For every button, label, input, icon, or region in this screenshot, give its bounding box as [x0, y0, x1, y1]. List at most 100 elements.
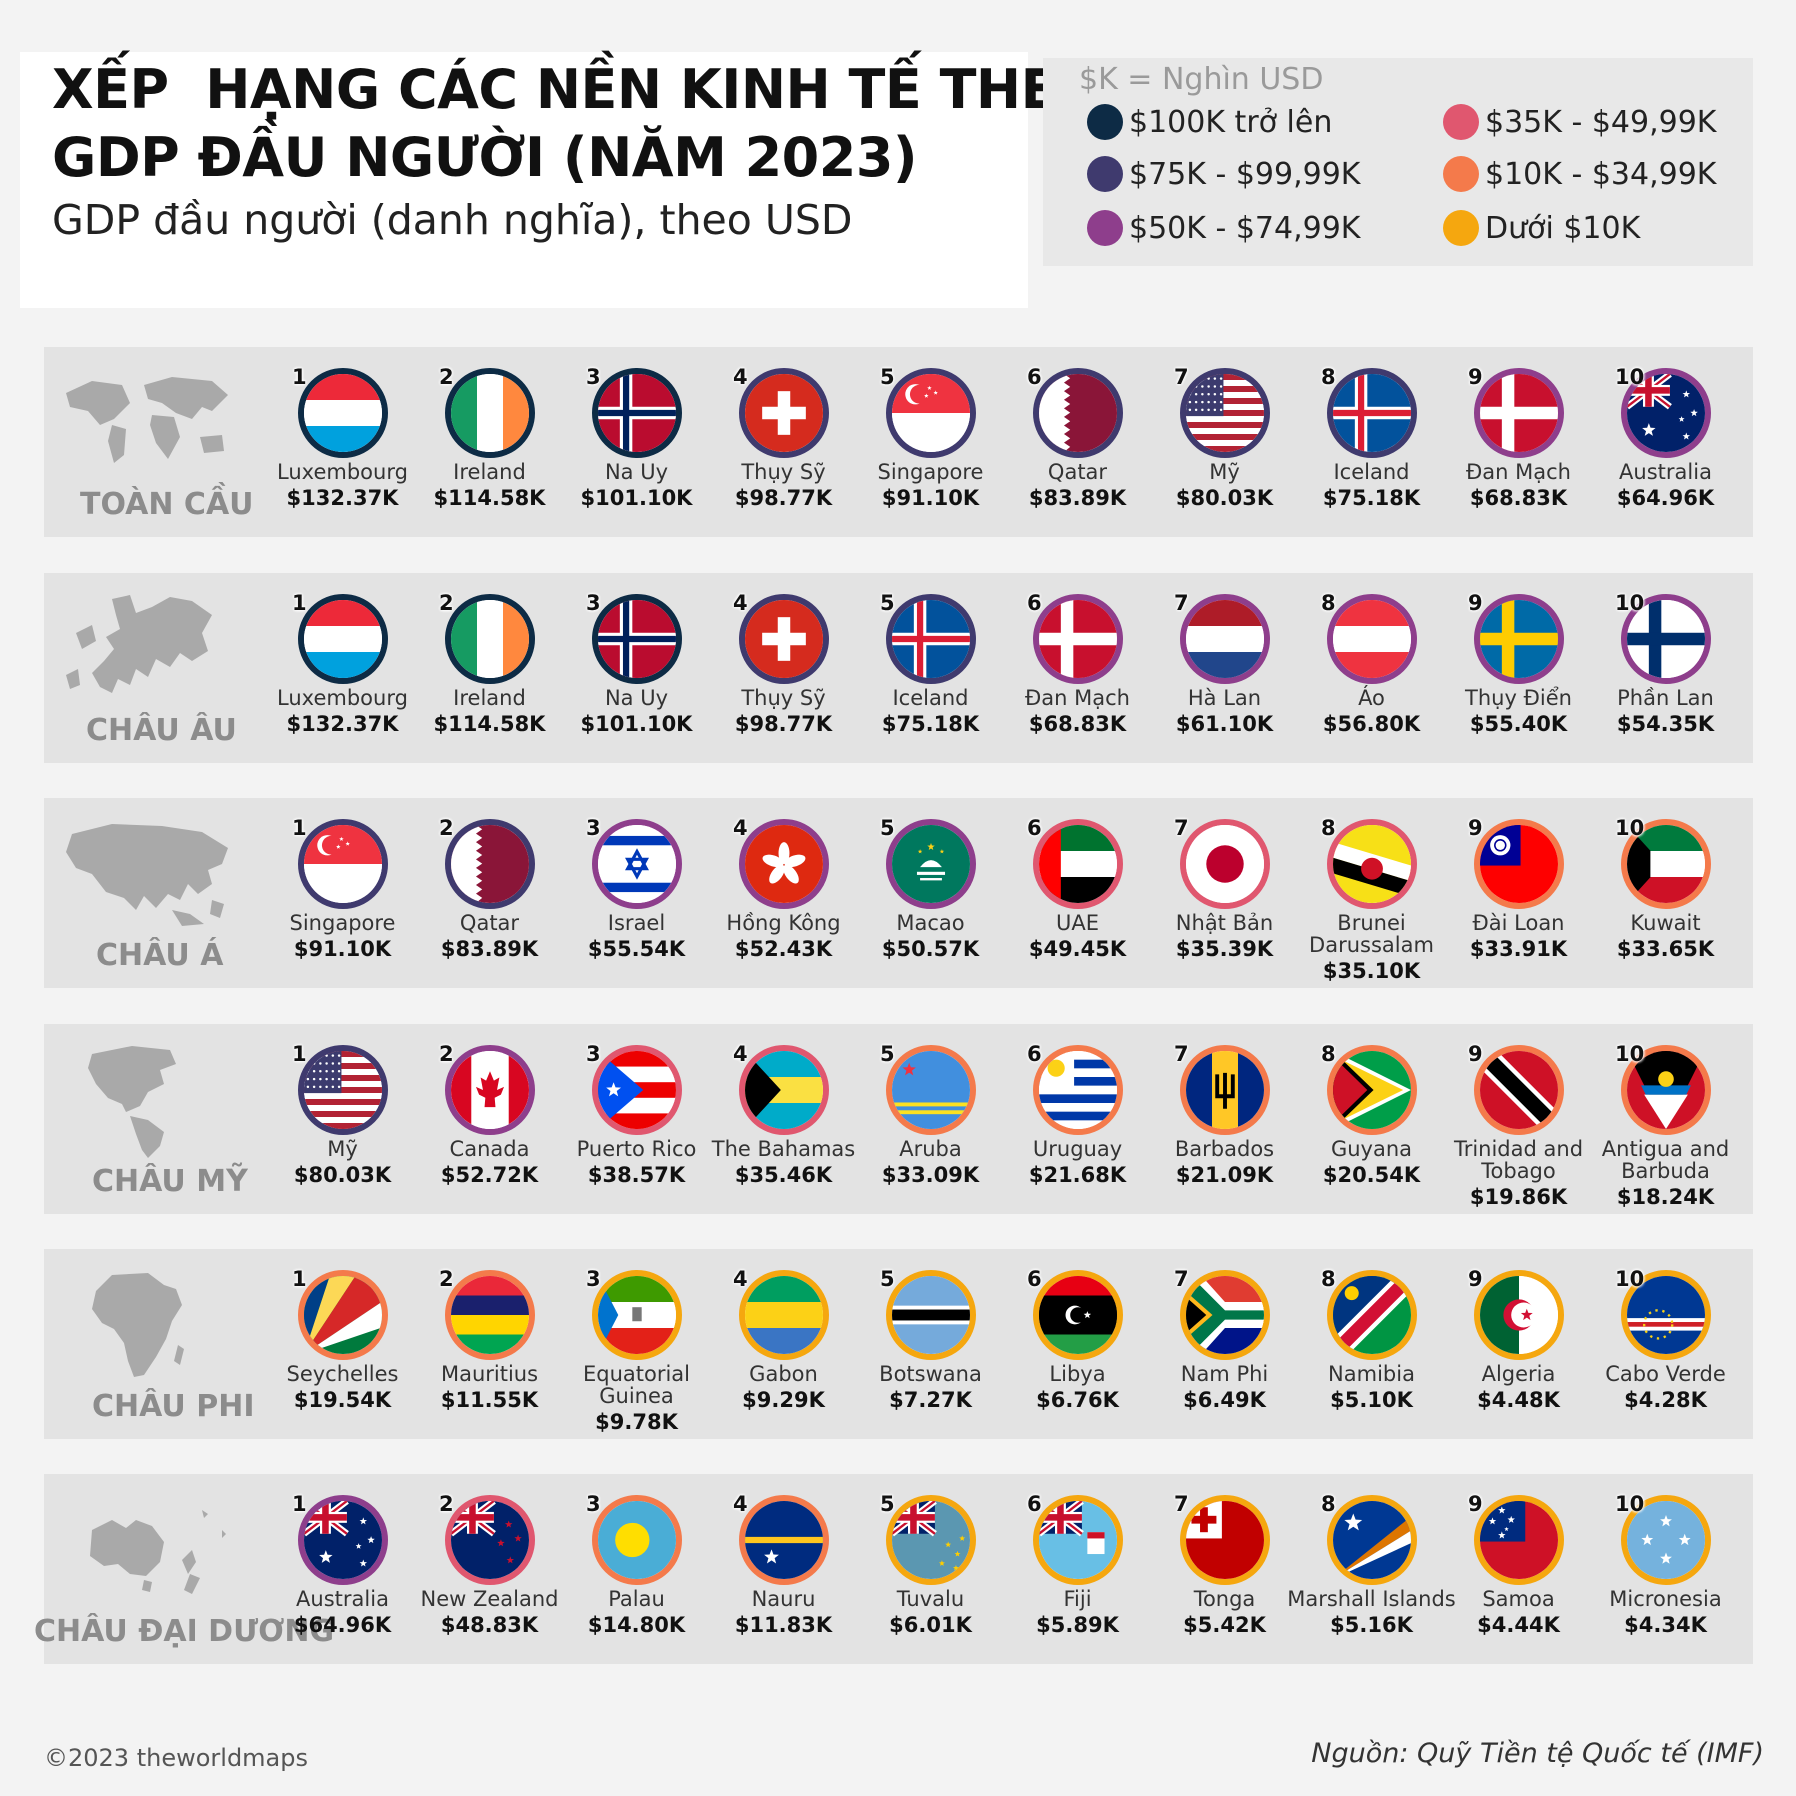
rank-number: 1 — [292, 1492, 307, 1516]
country-name-block: Palau $14.80K — [551, 1588, 722, 1636]
country-name: Kuwait — [1630, 911, 1701, 935]
rank-number: 6 — [1027, 1492, 1042, 1516]
rank-number: 3 — [586, 591, 601, 615]
country-name: Thụy Điển — [1465, 686, 1572, 710]
norway-flag-icon — [598, 374, 676, 452]
rank-number: 4 — [733, 1492, 748, 1516]
gdp-value: $55.40K — [1469, 712, 1568, 736]
asia-map — [66, 824, 228, 926]
country-name: Fiji — [1063, 1587, 1092, 1611]
country-name: Luxembourg — [277, 686, 408, 710]
gdp-value: $101.10K — [580, 712, 693, 736]
rank-number: 6 — [1027, 1042, 1042, 1066]
rank-number: 5 — [880, 1267, 895, 1291]
rank-number: 4 — [733, 1267, 748, 1291]
fiji-flag-icon — [1039, 1501, 1117, 1579]
country-name-block: Hà Lan $61.10K — [1139, 687, 1310, 735]
rank-number: 5 — [880, 1042, 895, 1066]
rank-number: 6 — [1027, 1267, 1042, 1291]
country-name: Equatorial Guinea — [582, 1362, 691, 1408]
flag-circle — [445, 594, 535, 684]
country-name-block: Singapore $91.10K — [845, 461, 1016, 509]
country-name: The Bahamas — [711, 1137, 856, 1161]
gdp-value: $4.28K — [1624, 1388, 1707, 1412]
palau-flag-icon — [598, 1501, 676, 1579]
tuvalu-flag-icon — [892, 1501, 970, 1579]
country-name: Đan Mạch — [1466, 460, 1571, 484]
rank-number: 7 — [1174, 816, 1189, 840]
switzerland-flag-icon — [745, 374, 823, 452]
region-label: CHÂU MỸ — [92, 1164, 248, 1199]
gdp-value: $80.03K — [1175, 486, 1274, 510]
country-name-block: Seychelles $19.54K — [257, 1363, 428, 1411]
gdp-value: $33.91K — [1469, 937, 1568, 961]
country-name-block: Iceland $75.18K — [845, 687, 1016, 735]
country-name-block: Qatar $83.89K — [404, 912, 575, 960]
legend-item-35k: $35K - $49,99K — [1443, 104, 1716, 140]
rank-number: 9 — [1468, 365, 1483, 389]
country-name-block: Antigua and Barbuda $18.24K — [1580, 1138, 1751, 1208]
flag-circle — [1180, 819, 1270, 909]
country-name: Qatar — [1047, 460, 1108, 484]
country-name: Na Uy — [604, 686, 669, 710]
country-name: Libya — [1049, 1362, 1106, 1386]
qatar-flag-icon — [1039, 374, 1117, 452]
country-name: UAE — [1055, 911, 1099, 935]
gdp-value: $114.58K — [433, 486, 546, 510]
flag-circle — [1180, 368, 1270, 458]
legend: $K = Nghìn USD $100K trở lên $75K - $99,… — [1043, 58, 1753, 266]
denmark-flag-icon — [1480, 374, 1558, 452]
country-name: Antigua and Barbuda — [1601, 1137, 1730, 1183]
rank-number: 4 — [733, 1042, 748, 1066]
country-name: Australia — [296, 1587, 389, 1611]
country-name: Iceland — [1333, 460, 1410, 484]
newzealand-flag-icon — [451, 1501, 529, 1579]
gdp-value: $5.16K — [1330, 1613, 1413, 1637]
gdp-value: $33.09K — [881, 1163, 980, 1187]
country-name-block: Luxembourg $132.37K — [257, 687, 428, 735]
region-band: CHÂU PHI 1 Seychelles $19.54K 2 Mauritius $11.… — [44, 1249, 1753, 1439]
flag-circle — [886, 1045, 976, 1135]
gdp-value: $6.01K — [889, 1613, 972, 1637]
aruba-flag-icon — [892, 1051, 970, 1129]
flag-circle — [1621, 594, 1711, 684]
country-name: Ireland — [453, 686, 526, 710]
iceland-flag-icon — [892, 600, 970, 678]
flag-circle — [592, 1045, 682, 1135]
country-name-block: Ireland $114.58K — [404, 461, 575, 509]
country-name: Seychelles — [286, 1362, 399, 1386]
country-name-block: Thụy Điển $55.40K — [1433, 687, 1604, 735]
source-credit: Nguồn: Quỹ Tiền tệ Quốc tế (IMF) — [1311, 1738, 1764, 1769]
rank-number: 8 — [1321, 1267, 1336, 1291]
rank-number: 7 — [1174, 365, 1189, 389]
country-name: Hồng Kông — [726, 911, 841, 935]
country-name-block: Micronesia $4.34K — [1580, 1588, 1751, 1636]
namibia-flag-icon — [1333, 1276, 1411, 1354]
legend-item-50k: $50K - $74,99K — [1087, 210, 1360, 246]
gdp-value: $132.37K — [286, 712, 399, 736]
flag-circle — [1180, 1495, 1270, 1585]
country-name: Brunei Darussalam — [1309, 911, 1434, 957]
country-name: Australia — [1619, 460, 1712, 484]
rank-number: 9 — [1468, 1492, 1483, 1516]
oceania-map — [90, 1510, 226, 1594]
flag-circle — [1033, 594, 1123, 684]
country-name-block: Qatar $83.89K — [992, 461, 1163, 509]
rank-number: 2 — [439, 1267, 454, 1291]
gdp-value: $52.72K — [440, 1163, 539, 1187]
country-name: Algeria — [1481, 1362, 1556, 1386]
country-name-block: Aruba $33.09K — [845, 1138, 1016, 1186]
country-name-block: Australia $64.96K — [257, 1588, 428, 1636]
country-name: Palau — [608, 1587, 665, 1611]
rank-number: 9 — [1468, 1267, 1483, 1291]
region-band: CHÂU ÂU 1 Luxembourg $132.37K 2 Ireland $114.5… — [44, 573, 1753, 763]
gdp-value: $6.76K — [1036, 1388, 1119, 1412]
canada-flag-icon — [451, 1051, 529, 1129]
world-map — [66, 377, 228, 463]
samoa-flag-icon — [1480, 1501, 1558, 1579]
country-name-block: Botswana $7.27K — [845, 1363, 1016, 1411]
page-subtitle: GDP đầu người (danh nghĩa), theo USD — [52, 196, 853, 244]
macao-flag-icon — [892, 825, 970, 903]
country-name: Tuvalu — [896, 1587, 965, 1611]
australia-flag-icon — [1627, 374, 1705, 452]
